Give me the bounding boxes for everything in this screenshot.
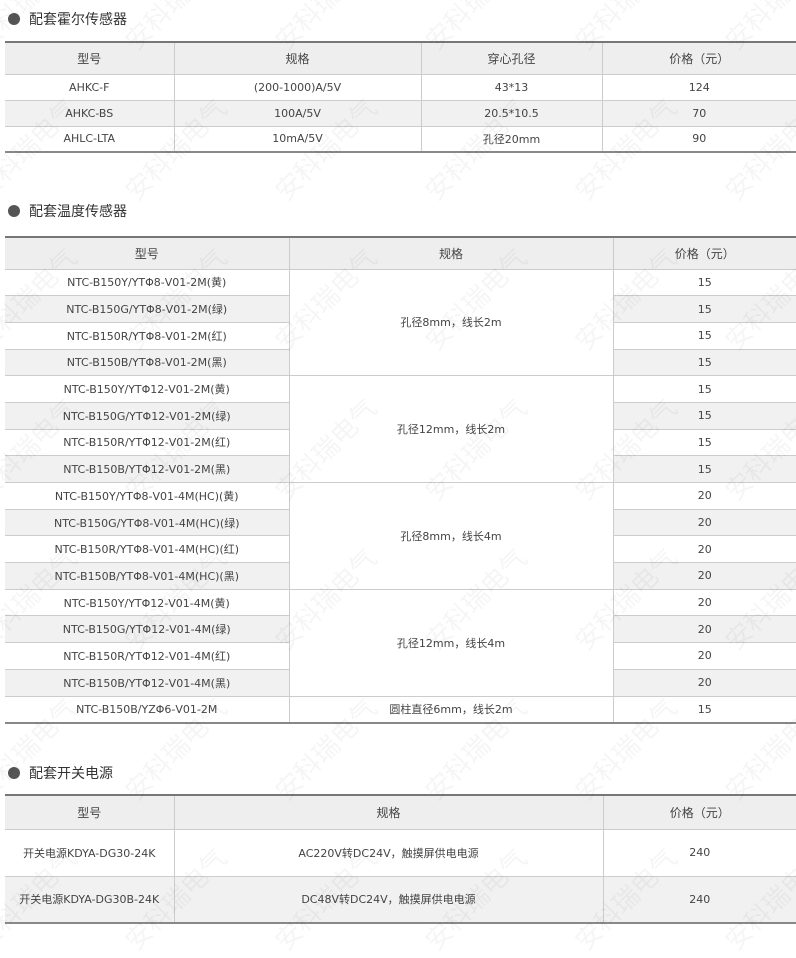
- table-cell: 20: [612, 642, 796, 670]
- col-header: 规格: [173, 42, 421, 75]
- table-cell: 20: [612, 509, 796, 537]
- table-cell: NTC-B150R/YTΦ12-V01-4M(红): [5, 642, 289, 670]
- col-header: 型号: [5, 42, 174, 75]
- table-row: AHKC-F (200-1000)A/5V 43*13 124: [5, 74, 796, 101]
- table-cell: 240: [602, 876, 796, 924]
- table-row: NTC-B150B/YZΦ6-V01-2M 圆柱直径6mm，线长2m 15: [5, 696, 796, 724]
- table-cell: NTC-B150G/YTΦ12-V01-4M(绿): [5, 615, 289, 644]
- table-row: NTC-B150R/YTΦ12-V01-2M(红) 15: [5, 429, 796, 457]
- table-cell: DC48V转DC24V，触摸屏供电电源: [173, 876, 603, 924]
- table-cell: 15: [612, 402, 796, 430]
- table-cell: 90: [601, 126, 796, 153]
- table-cell: NTC-B150R/YTΦ8-V01-2M(红): [5, 322, 289, 350]
- table-row: NTC-B150B/YTΦ12-V01-2M(黑) 15: [5, 455, 796, 483]
- table-cell: 20: [612, 535, 796, 564]
- table-cell: NTC-B150R/YTΦ12-V01-2M(红): [5, 429, 289, 457]
- table-cell: 15: [612, 429, 796, 457]
- table-row: NTC-B150Y/YTΦ12-V01-4M(黄) 孔径12mm，线长4m 20: [5, 589, 796, 697]
- table-cell: NTC-B150B/YTΦ8-V01-4M(HC)(黑): [5, 562, 289, 590]
- table-cell: 15: [612, 269, 796, 297]
- table-cell: 孔径20mm: [420, 126, 602, 153]
- table-row: NTC-B150R/YTΦ8-V01-4M(HC)(红) 20: [5, 535, 796, 564]
- table-cell: 15: [612, 295, 796, 323]
- table-cell: 孔径8mm，线长4m: [288, 482, 613, 590]
- table-cell: 20: [612, 482, 796, 510]
- table-row: NTC-B150Y/YTΦ12-V01-2M(黄) 孔径12mm，线长2m 15: [5, 375, 796, 483]
- table-cell: NTC-B150B/YZΦ6-V01-2M: [5, 696, 289, 724]
- table-cell: 43*13: [420, 74, 602, 101]
- table-cell: 100A/5V: [173, 100, 421, 127]
- table-cell: AHLC-LTA: [5, 126, 174, 153]
- table-cell: 240: [602, 829, 796, 877]
- table-cell: NTC-B150B/YTΦ12-V01-4M(黑): [5, 669, 289, 697]
- table-row: AHLC-LTA 10mA/5V 孔径20mm 90: [5, 126, 796, 153]
- table-cell: NTC-B150B/YTΦ12-V01-2M(黑): [5, 455, 289, 483]
- table-row: 开关电源KDYA-DG30B-24K DC48V转DC24V，触摸屏供电电源 240: [5, 876, 796, 924]
- bullet-icon: [8, 205, 20, 217]
- col-header: 价格（元）: [602, 795, 796, 830]
- table-cell: 15: [612, 375, 796, 403]
- table-row: NTC-B150G/YTΦ12-V01-4M(绿) 20: [5, 615, 796, 644]
- col-header: 价格（元）: [612, 237, 796, 270]
- table-row: NTC-B150Y/YTΦ8-V01-4M(HC)(黄) 孔径8mm，线长4m 20: [5, 482, 796, 590]
- table-cell: 15: [612, 455, 796, 483]
- table-cell: AHKC-BS: [5, 100, 174, 127]
- power-supply-table: 型号 规格 价格（元） 开关电源KDYA-DG30-24K AC220V转DC24V，…: [5, 794, 796, 924]
- table-cell: (200-1000)A/5V: [173, 74, 421, 101]
- table-row: AHKC-BS 100A/5V 20.5*10.5 70: [5, 100, 796, 127]
- table-row: NTC-B150B/YTΦ12-V01-4M(黑) 20: [5, 669, 796, 697]
- table-cell: 圆柱直径6mm，线长2m: [288, 696, 613, 724]
- table-row: NTC-B150R/YTΦ8-V01-2M(红) 15: [5, 322, 796, 350]
- table-cell: 20: [612, 589, 796, 617]
- col-header: 规格: [288, 237, 613, 270]
- table-cell: 15: [612, 696, 796, 724]
- table-cell: 124: [601, 74, 796, 101]
- table-cell: NTC-B150Y/YTΦ12-V01-2M(黄): [5, 375, 289, 403]
- table-cell: 15: [612, 322, 796, 350]
- table-row: NTC-B150B/YTΦ8-V01-4M(HC)(黑) 20: [5, 562, 796, 590]
- table-cell: 开关电源KDYA-DG30-24K: [5, 829, 174, 877]
- table-row: NTC-B150G/YTΦ12-V01-2M(绿) 15: [5, 402, 796, 430]
- col-header: 穿心孔径: [420, 42, 602, 75]
- table-cell: NTC-B150G/YTΦ8-V01-2M(绿): [5, 295, 289, 323]
- table-row: NTC-B150R/YTΦ12-V01-4M(红) 20: [5, 642, 796, 670]
- table-row: NTC-B150B/YTΦ8-V01-2M(黑) 15: [5, 349, 796, 377]
- section-title-power: 配套开关电源: [8, 763, 113, 783]
- table-cell: 70: [601, 100, 796, 127]
- table-cell: NTC-B150G/YTΦ12-V01-2M(绿): [5, 402, 289, 430]
- section-title-temp: 配套温度传感器: [8, 201, 127, 221]
- table-cell: NTC-B150Y/YTΦ12-V01-4M(黄): [5, 589, 289, 617]
- table-cell: 15: [612, 349, 796, 377]
- table-row: NTC-B150G/YTΦ8-V01-4M(HC)(绿) 20: [5, 509, 796, 537]
- table-row: 开关电源KDYA-DG30-24K AC220V转DC24V，触摸屏供电电源 240: [5, 829, 796, 877]
- table-cell: 孔径12mm，线长2m: [288, 375, 613, 483]
- table-cell: 20: [612, 669, 796, 697]
- col-header: 价格（元）: [601, 42, 796, 75]
- table-cell: NTC-B150R/YTΦ8-V01-4M(HC)(红): [5, 535, 289, 564]
- table-cell: NTC-B150B/YTΦ8-V01-2M(黑): [5, 349, 289, 377]
- col-header: 型号: [5, 237, 289, 270]
- table-cell: 孔径12mm，线长4m: [288, 589, 613, 697]
- table-cell: NTC-B150Y/YTΦ8-V01-2M(黄): [5, 269, 289, 297]
- section-title-hall: 配套霍尔传感器: [8, 9, 127, 29]
- table-cell: 孔径8mm，线长2m: [288, 269, 613, 377]
- table-cell: 20: [612, 562, 796, 590]
- temp-sensor-table: 型号 规格 价格（元） NTC-B150Y/YTΦ8-V01-2M(黄) 孔径8mm，…: [5, 236, 796, 724]
- hall-sensor-table: 型号 规格 穿心孔径 价格（元） AHKC-F (200-1000)A/5V 43*13 1…: [5, 41, 796, 153]
- table-cell: AC220V转DC24V，触摸屏供电电源: [173, 829, 603, 877]
- table-cell: NTC-B150Y/YTΦ8-V01-4M(HC)(黄): [5, 482, 289, 510]
- table-cell: 开关电源KDYA-DG30B-24K: [5, 876, 174, 924]
- bullet-icon: [8, 767, 20, 779]
- col-header: 型号: [5, 795, 174, 830]
- table-cell: 10mA/5V: [173, 126, 421, 153]
- table-cell: AHKC-F: [5, 74, 174, 101]
- col-header: 规格: [173, 795, 603, 830]
- table-cell: NTC-B150G/YTΦ8-V01-4M(HC)(绿): [5, 509, 289, 537]
- table-row: NTC-B150Y/YTΦ8-V01-2M(黄) 孔径8mm，线长2m 15: [5, 269, 796, 377]
- table-row: NTC-B150G/YTΦ8-V01-2M(绿) 15: [5, 295, 796, 323]
- table-cell: 20: [612, 615, 796, 644]
- table-cell: 20.5*10.5: [420, 100, 602, 127]
- bullet-icon: [8, 13, 20, 25]
